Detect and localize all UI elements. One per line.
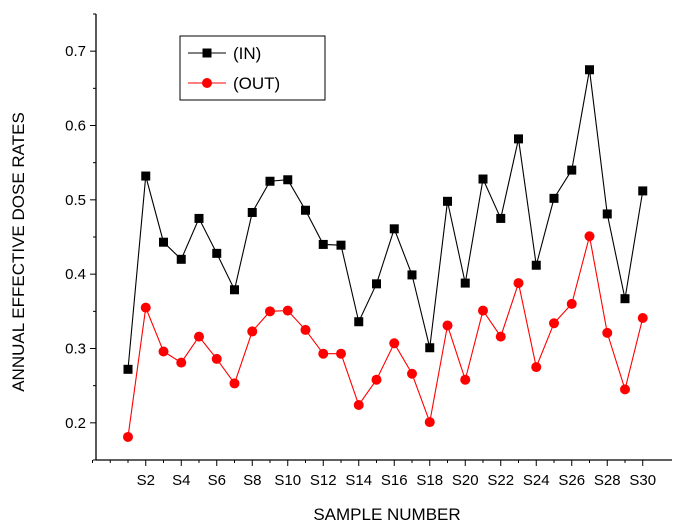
data-point xyxy=(229,378,240,389)
data-point xyxy=(265,176,275,186)
series-layer xyxy=(123,65,648,442)
data-point xyxy=(602,209,612,219)
y-tick-label: 0.7 xyxy=(65,43,86,60)
data-point xyxy=(585,65,594,75)
axes: 0.2 0.3 0.4 0.5 0.6 0.7 S2 S4 S6 S8 S10 S12 S14 S16 S1… xyxy=(65,13,672,489)
data-point xyxy=(531,260,541,270)
y-tick-label: 0.2 xyxy=(65,415,86,432)
x-axis-label: SAMPLE NUMBER xyxy=(313,505,460,524)
data-point xyxy=(514,134,523,144)
data-point xyxy=(566,298,577,309)
data-point xyxy=(478,174,488,184)
x-tick-label: S20 xyxy=(452,472,479,489)
data-point xyxy=(584,231,595,242)
data-point xyxy=(283,175,293,185)
data-point xyxy=(549,193,559,203)
data-point xyxy=(567,165,577,175)
data-point xyxy=(495,331,506,342)
legend-label: (OUT) xyxy=(233,74,280,93)
x-tick-label: S22 xyxy=(487,472,514,489)
legend-marker xyxy=(202,78,212,88)
data-point xyxy=(443,196,452,206)
legend-label: (IN) xyxy=(233,44,261,63)
data-point xyxy=(602,327,613,338)
series-in xyxy=(123,65,648,374)
data-point xyxy=(424,417,435,428)
data-point xyxy=(300,324,311,335)
y-tick-label: 0.4 xyxy=(65,266,86,283)
data-point xyxy=(301,205,310,215)
data-point xyxy=(620,294,630,304)
y-tick-label: 0.3 xyxy=(65,341,86,358)
data-point xyxy=(353,399,364,410)
data-point xyxy=(247,207,257,217)
x-tick-label: S26 xyxy=(558,472,585,489)
data-point xyxy=(123,364,133,374)
data-point xyxy=(141,171,151,181)
x-tick-label: S16 xyxy=(381,472,408,489)
data-point xyxy=(637,313,648,324)
data-point xyxy=(336,348,346,359)
series-line xyxy=(127,236,644,438)
x-tick-label: S28 xyxy=(594,472,621,489)
data-point xyxy=(265,306,275,317)
x-tick-label: S10 xyxy=(274,472,301,489)
data-point xyxy=(531,362,542,373)
y-tick-label: 0.5 xyxy=(65,192,86,209)
data-point xyxy=(247,326,258,337)
series-out xyxy=(123,231,648,442)
data-point xyxy=(212,248,222,258)
data-point xyxy=(549,318,559,329)
data-point xyxy=(389,224,399,234)
legend-box xyxy=(179,35,326,101)
data-point xyxy=(230,285,239,295)
data-point xyxy=(318,348,329,359)
data-point xyxy=(159,237,168,247)
x-tick-label: S4 xyxy=(172,472,190,489)
x-tick-label: S14 xyxy=(345,472,372,489)
data-point xyxy=(176,357,187,368)
data-point xyxy=(496,213,506,223)
data-point xyxy=(282,305,293,316)
data-point xyxy=(460,374,471,385)
data-point xyxy=(460,278,470,288)
x-tick-label: S24 xyxy=(523,472,550,489)
data-point xyxy=(407,270,417,280)
data-point xyxy=(407,368,417,379)
data-point xyxy=(140,302,151,313)
x-tick-label: S2 xyxy=(137,472,155,489)
data-point xyxy=(158,346,169,357)
data-point xyxy=(638,186,648,196)
data-point xyxy=(194,213,204,223)
x-tick-label: S6 xyxy=(208,472,226,489)
data-point xyxy=(389,338,400,349)
y-axis-label: ANNUAL EFFECTIVE DOSE RATES xyxy=(9,112,28,392)
x-tick-label: S18 xyxy=(416,472,443,489)
data-point xyxy=(336,240,346,250)
data-point xyxy=(354,317,364,327)
data-point xyxy=(211,353,222,364)
legend: (IN) (OUT) xyxy=(179,35,326,101)
data-point xyxy=(478,305,488,316)
data-point xyxy=(442,320,453,331)
data-point xyxy=(513,278,524,289)
data-point xyxy=(372,279,381,289)
y-tick-label: 0.6 xyxy=(65,118,86,135)
data-point xyxy=(620,384,630,395)
legend-marker xyxy=(202,48,212,58)
x-tick-label: S8 xyxy=(243,472,261,489)
data-point xyxy=(425,343,435,353)
data-point xyxy=(318,239,328,249)
data-point xyxy=(176,254,186,264)
series-line xyxy=(127,69,644,370)
data-point xyxy=(194,331,204,342)
data-point xyxy=(371,374,382,385)
data-point xyxy=(123,431,133,442)
x-tick-label: S12 xyxy=(310,472,337,489)
x-tick-label: S30 xyxy=(629,472,656,489)
